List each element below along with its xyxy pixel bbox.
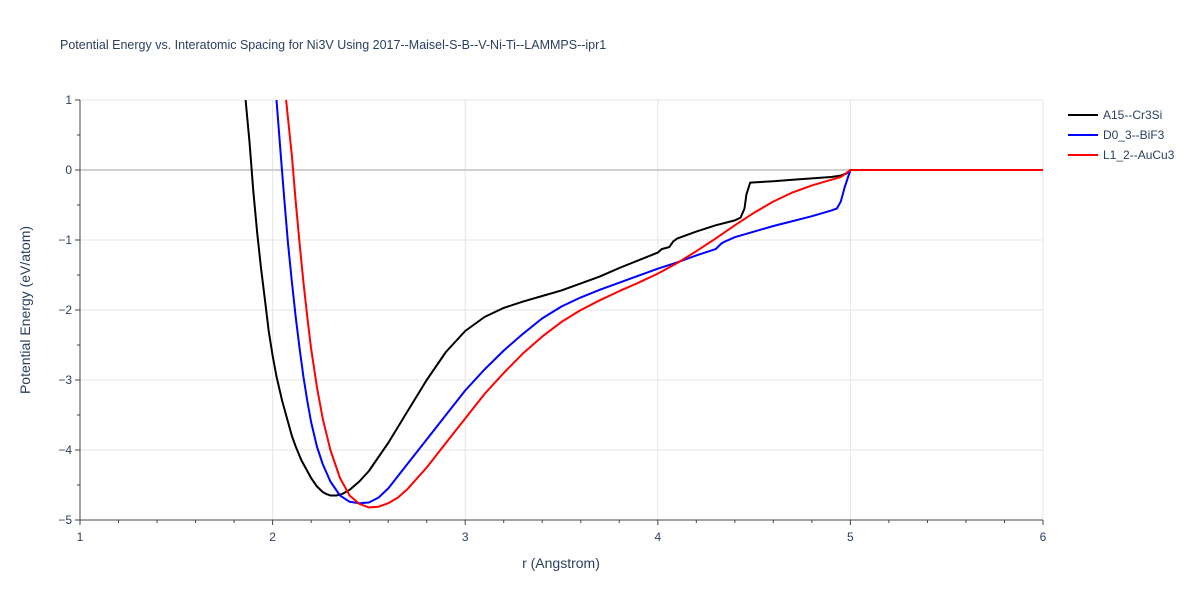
y-axis-title: Potential Energy (eV/atom): [17, 226, 33, 394]
x-axis-title: r (Angstrom): [522, 555, 600, 571]
y-tick-label: 0: [65, 163, 72, 177]
legend-label: L1_2--AuCu3: [1103, 148, 1175, 162]
chart-title: Potential Energy vs. Interatomic Spacing…: [60, 38, 606, 52]
legend-item-a15-cr3si[interactable]: A15--Cr3Si: [1068, 108, 1162, 122]
y-tick-label: −4: [58, 443, 72, 457]
y-tick-label: −2: [58, 303, 72, 317]
x-tick-label: 3: [462, 530, 469, 544]
legend-item-d0-3-bif3[interactable]: D0_3--BiF3: [1068, 128, 1165, 142]
x-tick-label: 5: [847, 530, 854, 544]
legend-label: D0_3--BiF3: [1103, 128, 1165, 142]
axes: [75, 99, 1044, 525]
plot-area: [244, 100, 1044, 509]
legend-item-l1-2-aucu3[interactable]: L1_2--AuCu3: [1068, 148, 1175, 162]
legend[interactable]: A15--Cr3Si D0_3--BiF3 L1_2--AuCu3: [1068, 108, 1175, 162]
tick-labels: 1 2 3 4 5 6 1 0 −1 −2 −3 −4 −5: [58, 93, 1046, 544]
x-tick-label: 6: [1040, 530, 1047, 544]
series-line-a15-cr3si[interactable]: [244, 100, 1043, 497]
y-tick-label: 1: [65, 93, 72, 107]
legend-label: A15--Cr3Si: [1103, 108, 1162, 122]
series-line-d0-3-bif3[interactable]: [275, 100, 1044, 505]
series-line-l1-2-aucu3[interactable]: [285, 100, 1043, 509]
y-tick-label: −3: [58, 373, 72, 387]
y-tick-label: −1: [58, 233, 72, 247]
x-tick-label: 2: [269, 530, 276, 544]
x-tick-label: 4: [654, 530, 661, 544]
y-tick-label: −5: [58, 513, 72, 527]
x-tick-label: 1: [77, 530, 84, 544]
